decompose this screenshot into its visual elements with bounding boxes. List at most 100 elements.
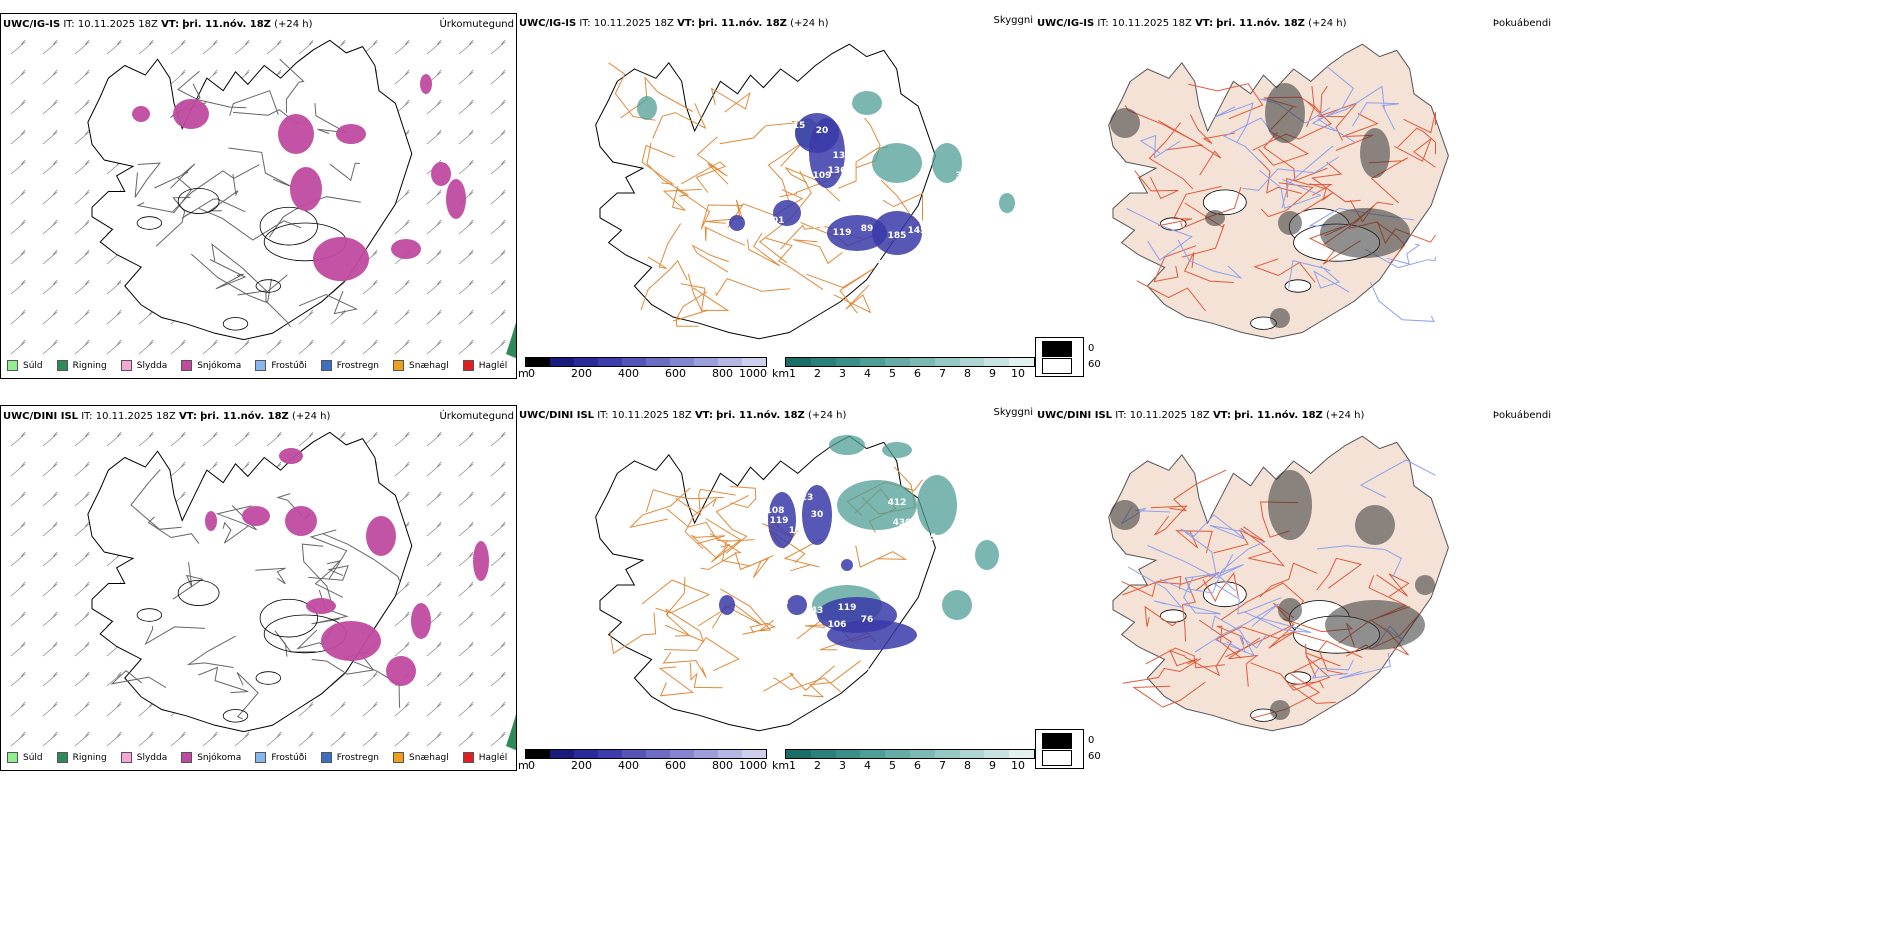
road-line — [742, 622, 777, 635]
wind-barb — [74, 521, 90, 537]
road-line — [1153, 245, 1197, 283]
road-line — [1132, 681, 1206, 708]
wind-barb — [170, 461, 186, 477]
wind-barb — [74, 611, 90, 627]
wind-barb — [74, 701, 90, 717]
wind-barb — [458, 309, 474, 325]
legend-item: Haglél — [462, 360, 507, 371]
road-line — [720, 588, 775, 632]
iceland-outline — [595, 43, 936, 340]
wind-barb — [42, 159, 58, 175]
wind-barb — [426, 461, 442, 477]
road-line — [229, 90, 279, 116]
road-line — [645, 489, 724, 513]
road-line — [301, 543, 334, 609]
row1-precip-header: UWC/IG-IS IT: 10.11.2025 18Z VT: þri. 11… — [3, 19, 313, 30]
road-line — [1228, 637, 1261, 687]
road-line — [640, 259, 688, 311]
road-line — [1316, 545, 1403, 579]
wind-barb — [10, 611, 26, 627]
low-cloud-area — [827, 215, 887, 251]
cloud-base-label: 89 — [861, 224, 874, 234]
wind-barb — [298, 731, 314, 747]
wind-barb — [298, 39, 314, 55]
fog-map — [1108, 435, 1449, 732]
cloud-base-label: 373 — [928, 578, 947, 588]
wind-barb — [426, 309, 442, 325]
fog-area — [1415, 575, 1435, 595]
height-tick: 600 — [665, 759, 686, 771]
cloud-base-label: 116 — [770, 598, 789, 608]
cloud-base-label: 795 — [918, 533, 937, 543]
road-line — [1259, 160, 1303, 194]
wind-barb — [426, 99, 442, 115]
height-tick: 800 — [712, 367, 733, 379]
road-line — [1311, 161, 1361, 203]
wind-barb — [10, 159, 26, 175]
wind-barb — [234, 39, 250, 55]
snow-area — [336, 124, 366, 144]
km-colorbar — [785, 357, 1035, 367]
road-line — [144, 626, 206, 646]
cloud-base-label: 136 — [828, 166, 847, 176]
wind-barb — [426, 39, 442, 55]
wind-barb — [426, 279, 442, 295]
road-line — [1289, 680, 1336, 704]
cloud-base-label: 364 — [956, 171, 975, 181]
visibility-area — [837, 480, 917, 530]
snow-area — [313, 237, 369, 281]
wind-barb — [394, 461, 410, 477]
legend-swatch — [462, 360, 474, 371]
road-line — [208, 174, 239, 212]
glacier-outline — [255, 279, 281, 293]
road-line — [1311, 66, 1354, 132]
wind-barb — [458, 611, 474, 627]
wind-barb — [426, 431, 442, 447]
wind-barb — [458, 99, 474, 115]
rain-area — [506, 322, 516, 359]
road-line — [691, 244, 729, 273]
height-tick: 0 — [528, 367, 535, 379]
wind-barb — [74, 431, 90, 447]
cloud-base-label: 119 — [833, 228, 852, 238]
cloud-base-label: 2 — [866, 166, 872, 176]
wind-barb — [490, 701, 506, 717]
wind-barb — [42, 99, 58, 115]
wind-barb — [10, 249, 26, 265]
glacier-outline — [136, 216, 163, 230]
visibility-area — [882, 442, 912, 458]
snow-area — [306, 598, 336, 614]
rain-area — [506, 714, 516, 751]
wind-barb — [394, 219, 410, 235]
row2-precip-panel: UWC/DINI ISL IT: 10.11.2025 18Z VT: þri.… — [0, 405, 517, 771]
wind-barb — [458, 69, 474, 85]
legend-item: Slydda — [120, 752, 167, 763]
road-line — [134, 162, 161, 198]
road-line — [806, 267, 875, 314]
fog-scale — [1035, 337, 1084, 377]
road-line — [715, 277, 790, 297]
snow-area — [391, 239, 421, 259]
wind-barb — [330, 701, 346, 717]
road-line — [1253, 258, 1316, 283]
wind-barb — [362, 339, 378, 355]
wind-barb — [458, 731, 474, 747]
height-tick: 400 — [618, 759, 639, 771]
wind-barb — [202, 339, 218, 355]
legend-item: Haglél — [462, 752, 507, 763]
road-line — [1127, 566, 1183, 609]
road-line — [1189, 114, 1235, 145]
low-cloud-area — [827, 620, 917, 650]
road-line — [181, 198, 246, 219]
model-name: UWC/IG-IS — [519, 18, 577, 29]
road-line — [663, 637, 740, 672]
wind-barb — [138, 431, 154, 447]
wind-barb — [42, 521, 58, 537]
road-line — [198, 666, 249, 694]
wind-barb — [458, 159, 474, 175]
road-line — [311, 651, 375, 675]
row1-fog-panel: UWC/IG-IS IT: 10.11.2025 18Z VT: þri. 11… — [1035, 13, 1555, 379]
wind-barb — [394, 279, 410, 295]
iceland-land — [1108, 43, 1449, 340]
wind-barb — [42, 671, 58, 687]
